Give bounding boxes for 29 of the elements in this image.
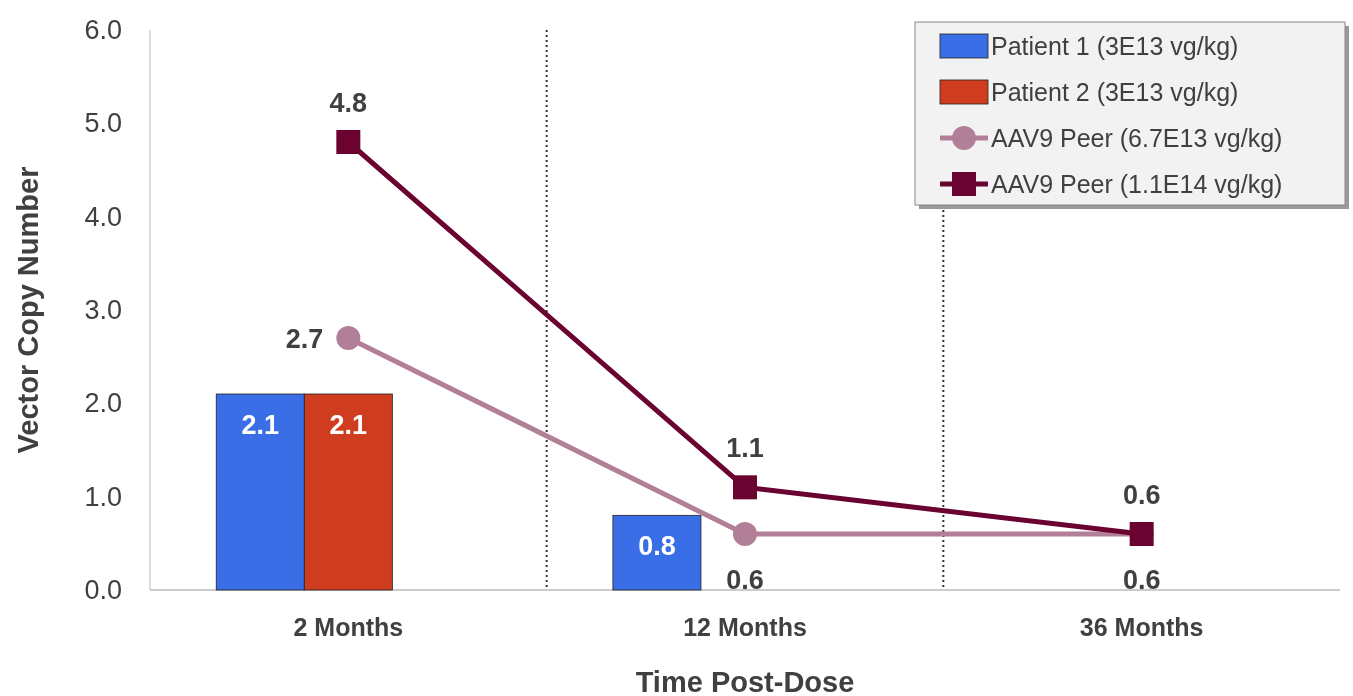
point [336,326,361,350]
legend-label: AAV9 Peer (1.1E14 vg/kg) [991,170,1283,198]
y-axis-title: Vector Copy Number [12,166,44,454]
legend-label: Patient 2 (3E13 vg/kg) [991,78,1239,106]
point [336,130,361,154]
legend-label: AAV9 Peer (6.7E13 vg/kg) [991,124,1283,152]
x-axis-title: Time Post-Dose [635,666,855,696]
y-tick-label: 6.0 [84,15,122,45]
data-label: 2.1 [329,410,368,440]
point [733,522,757,546]
y-tick-label: 0.0 [84,575,122,605]
legend-label: Patient 1 (3E13 vg/kg) [991,32,1239,60]
data-label: 2.1 [241,410,280,440]
x-tick-label: 36 Months [1079,613,1204,641]
x-tick-label: 2 Months [293,613,404,641]
point [733,475,757,500]
data-label: 0.6 [1122,565,1161,595]
data-label: 1.1 [726,433,764,464]
y-tick-label: 5.0 [84,108,122,139]
data-label: 4.8 [329,88,368,118]
y-tick-label: 1.0 [84,481,122,512]
data-label: 0.6 [726,565,764,595]
data-label: 0.8 [638,531,676,562]
data-label: 2.7 [285,324,324,354]
y-tick-label: 2.0 [84,388,122,419]
data-label: 0.6 [1122,480,1161,510]
y-tick-label: 3.0 [84,295,122,325]
y-tick-label: 4.0 [84,201,122,232]
x-tick-label: 12 Months [683,613,807,641]
